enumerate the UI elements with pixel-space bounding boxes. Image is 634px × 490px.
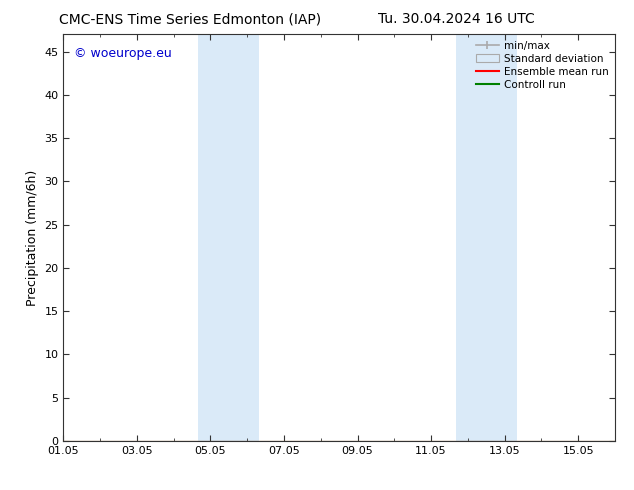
Text: CMC-ENS Time Series Edmonton (IAP): CMC-ENS Time Series Edmonton (IAP) <box>59 12 321 26</box>
Bar <box>198 34 259 441</box>
Text: © woeurope.eu: © woeurope.eu <box>74 47 172 59</box>
Text: Tu. 30.04.2024 16 UTC: Tu. 30.04.2024 16 UTC <box>378 12 535 26</box>
Legend: min/max, Standard deviation, Ensemble mean run, Controll run: min/max, Standard deviation, Ensemble me… <box>472 36 613 94</box>
Y-axis label: Precipitation (mm/6h): Precipitation (mm/6h) <box>26 170 39 306</box>
Bar <box>456 34 517 441</box>
